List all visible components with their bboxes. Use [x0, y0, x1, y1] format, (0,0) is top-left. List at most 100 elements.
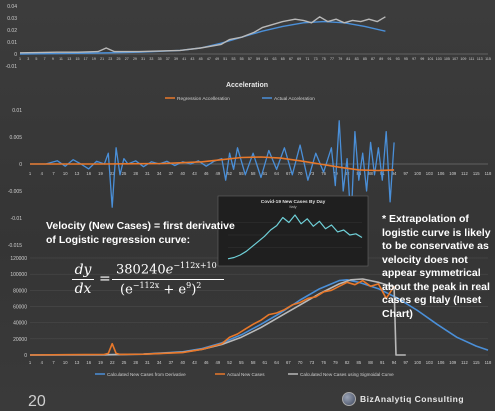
chart1-xtick-label: 65 — [281, 57, 285, 61]
eq-equals: = — [99, 271, 111, 287]
chart3-xtick-label: 109 — [449, 360, 457, 365]
chart2-xtick-label: 16 — [86, 171, 91, 176]
chart3-ytick-label: 20000 — [13, 337, 27, 343]
chart1-xtick-label: 113 — [477, 57, 483, 61]
chart2-xtick-label: 25 — [122, 171, 127, 176]
chart1-ytick-label: 0.04 — [7, 4, 17, 10]
chart3-xtick-label: 88 — [368, 360, 373, 365]
chart1-xtick-label: 47 — [207, 57, 211, 61]
chart3-actual-cases-line — [29, 279, 395, 356]
chart1-xtick-label: 115 — [485, 57, 491, 61]
extrapolation-note: * Extrapolation of logistic curve is lik… — [382, 213, 491, 320]
chart1-xtick-label: 93 — [396, 57, 400, 61]
inset-chart-frame — [217, 195, 369, 267]
chart3-xtick-label: 4 — [41, 360, 44, 365]
chart1-xtick-label: 109 — [460, 57, 466, 61]
chart2-xtick-label: 64 — [274, 171, 279, 176]
eq-den-mid: + e — [159, 282, 187, 298]
chart3-xtick-label: 94 — [392, 360, 397, 365]
chart1-ytick-label: 0.02 — [7, 28, 17, 34]
chart1-xtick-label: 63 — [273, 57, 277, 61]
inset-chart-subtitle: Italy — [289, 204, 296, 209]
eq-den-pow: 2 — [196, 281, 202, 290]
velocity-title: Velocity (New Cases) = first derivative … — [46, 220, 235, 246]
chart2-xtick-label: 19 — [98, 171, 103, 176]
chart3-xtick-label: 1 — [29, 360, 32, 365]
chart3-xtick-label: 16 — [86, 360, 91, 365]
chart1-xtick-label: 57 — [248, 57, 252, 61]
chart2-xtick-label: 88 — [368, 171, 373, 176]
chart3-ytick-label: 120000 — [10, 256, 27, 262]
chart2-xtick-label: 76 — [321, 171, 326, 176]
chart1-xtick-label: 85 — [363, 57, 367, 61]
chart2-xtick-label: 46 — [204, 171, 209, 176]
chart2-xtick-label: 112 — [461, 171, 468, 176]
chart2-xtick-label: 49 — [216, 171, 221, 176]
eq-den-close: ) — [191, 282, 197, 298]
chart3-xtick-label: 28 — [133, 360, 138, 365]
page-number: 20 — [28, 393, 46, 410]
chart1-xtick-label: 87 — [371, 57, 375, 61]
chart2-ytick-label: -0.015 — [8, 243, 22, 249]
eq-num-exp: −112x+10 — [173, 261, 217, 270]
chart1-xtick-label: 39 — [174, 57, 178, 61]
chart2-xtick-label: 43 — [192, 171, 197, 176]
chart2-xtick-label: 13 — [75, 171, 80, 176]
chart3-legend-label: Calculated New Cases using Sigmoidal Cur… — [300, 372, 394, 377]
chart1-ytick-label: 0.03 — [7, 16, 17, 22]
chart3-xtick-label: 64 — [274, 360, 279, 365]
chart1-xtick-label: 53 — [231, 57, 235, 61]
chart1-xtick-label: 31 — [141, 57, 145, 61]
chart3-xtick-label: 55 — [239, 360, 244, 365]
chart2-xtick-label: 40 — [180, 171, 185, 176]
eq-dy: dy — [74, 262, 92, 278]
chart1-xtick-label: 61 — [264, 57, 268, 61]
chart1-xtick-label: 77 — [330, 57, 334, 61]
chart1-xtick-label: 11 — [59, 57, 63, 61]
chart2-xtick-label: 7 — [52, 171, 55, 176]
chart1-xtick-label: 7 — [44, 57, 46, 61]
chart1-xtick-label: 69 — [297, 57, 301, 61]
chart1-xtick-label: 1 — [19, 57, 21, 61]
chart1-xtick-label: 23 — [108, 57, 112, 61]
chart3-xtick-label: 76 — [321, 360, 326, 365]
chart1-xtick-label: 91 — [387, 57, 391, 61]
chart1-xtick-label: 95 — [404, 57, 408, 61]
chart2-xtick-label: 61 — [263, 171, 268, 176]
logo-mark-icon — [342, 392, 356, 406]
chart1-xtick-label: 15 — [75, 57, 79, 61]
eq-den-exp1: −112x — [132, 281, 160, 290]
chart2-xtick-label: 103 — [426, 171, 434, 176]
chart1-xtick-label: 79 — [338, 57, 342, 61]
chart1-xtick-label: 43 — [190, 57, 194, 61]
chart1-ytick-label: 0.01 — [7, 40, 17, 46]
chart1-xtick-label: 67 — [289, 57, 293, 61]
chart1-xtick-label: 81 — [346, 57, 350, 61]
chart2-xtick-label: 1 — [29, 171, 32, 176]
chart3-xtick-label: 7 — [52, 360, 55, 365]
chart2-xtick-label: 34 — [157, 171, 162, 176]
chart3-xtick-label: 43 — [192, 360, 197, 365]
chart3-xtick-label: 10 — [63, 360, 68, 365]
chart1-xtick-label: 35 — [158, 57, 162, 61]
eq-fraction-bar-right — [112, 279, 224, 280]
chart3-xtick-label: 70 — [298, 360, 303, 365]
chart3-xtick-label: 22 — [110, 360, 115, 365]
chart3-xtick-label: 52 — [227, 360, 232, 365]
chart2-actual-acceleration-line — [30, 120, 395, 225]
chart3-xtick-label: 91 — [380, 360, 385, 365]
chart2-xtick-label: 22 — [110, 171, 115, 176]
chart1-xtick-label: 41 — [182, 57, 186, 61]
chart2-xtick-label: 28 — [133, 171, 138, 176]
chart3-xtick-label: 40 — [180, 360, 185, 365]
chart2-legend-label-regression: Regression Accelleration — [177, 96, 230, 102]
chart1-xtick-label: 59 — [256, 57, 260, 61]
chart3-xtick-label: 34 — [157, 360, 162, 365]
chart3-xtick-label: 25 — [122, 360, 127, 365]
chart1-xtick-label: 107 — [452, 57, 458, 61]
chart2-xtick-label: 10 — [63, 171, 68, 176]
chart1-xtick-label: 5 — [35, 57, 37, 61]
chart1-xtick-label: 89 — [379, 57, 383, 61]
chart1-xtick-label: 99 — [420, 57, 424, 61]
